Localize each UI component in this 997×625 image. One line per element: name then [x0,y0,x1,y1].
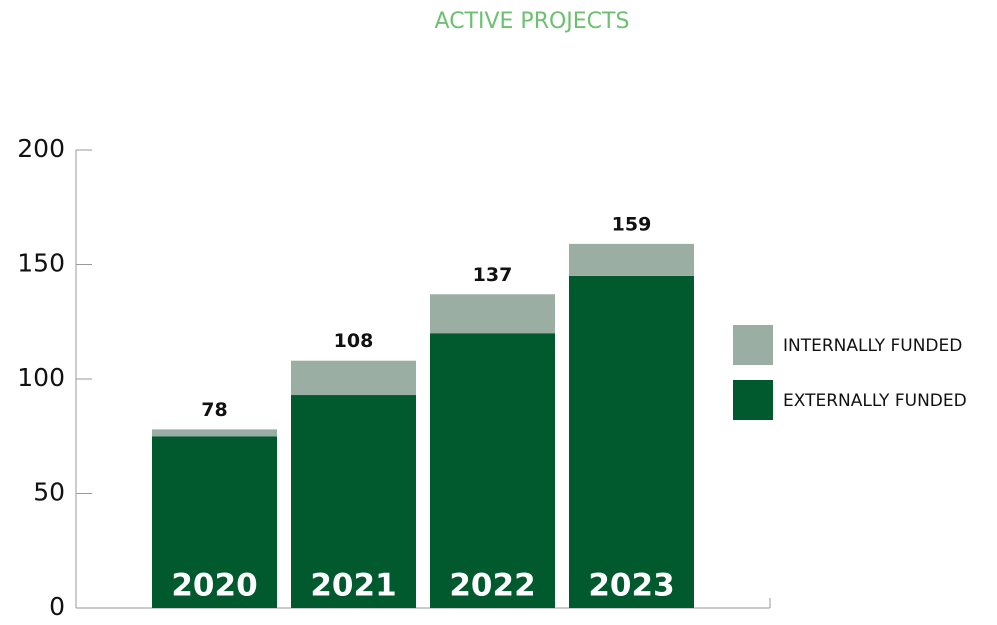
total-label: 137 [473,264,513,286]
bar-segment [430,333,555,608]
y-tick-label: 50 [33,478,65,507]
legend-swatch [733,380,773,420]
bar-segment [152,429,277,437]
bar-segment [430,294,555,334]
bar-segment [569,275,694,608]
y-tick-label: 100 [17,363,65,392]
chart-title: ACTIVE PROJECTS [435,9,630,34]
x-tick-label: 2020 [171,568,257,604]
x-tick-label: 2021 [310,568,396,604]
bar-segment [569,243,694,276]
legend-label: INTERNALLY FUNDED [783,336,962,356]
x-tick-label: 2023 [588,568,674,604]
x-tick-label: 2022 [449,568,535,604]
bar-segment [291,360,416,396]
y-tick-label: 200 [17,134,65,163]
legend-swatch [733,325,773,365]
y-tick-label: 150 [17,249,65,278]
legend-label: EXTERNALLY FUNDED [783,391,967,411]
total-label: 78 [201,399,227,421]
bar-segment [291,395,416,608]
total-label: 159 [612,213,652,235]
y-tick-label: 0 [49,592,65,621]
total-label: 108 [334,330,374,352]
bar-segment [152,436,277,608]
